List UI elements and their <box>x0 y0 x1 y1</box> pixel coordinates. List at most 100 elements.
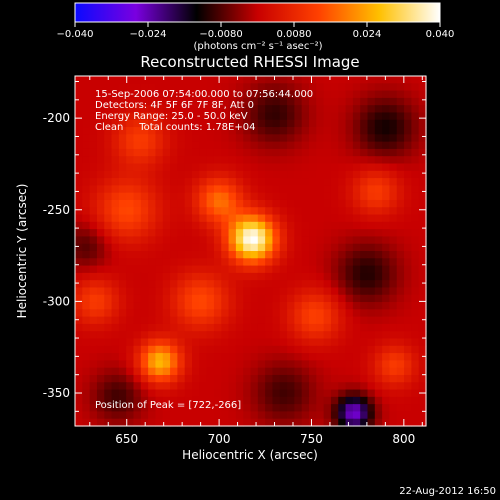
heatmap-cell <box>206 374 215 383</box>
heatmap-cell <box>418 411 427 420</box>
heatmap-cell <box>148 185 157 194</box>
heatmap-cell <box>389 76 398 84</box>
heatmap-cell <box>309 97 317 106</box>
heatmap-cell <box>345 280 354 289</box>
heatmap-cell <box>345 236 354 245</box>
heatmap-cell <box>133 272 142 281</box>
heatmap-cell <box>294 148 303 157</box>
heatmap-cell <box>265 258 274 267</box>
heatmap-cell <box>89 221 98 230</box>
heatmap-cell <box>221 309 230 318</box>
heatmap-cell <box>272 229 281 238</box>
heatmap-cell <box>75 199 83 208</box>
colorbar-tick-label: −0.024 <box>129 29 166 40</box>
heatmap-cell <box>199 156 208 165</box>
heatmap-cell <box>111 411 120 420</box>
heatmap-cell <box>177 141 186 150</box>
heatmap-cell <box>323 105 332 114</box>
heatmap-cell <box>382 258 391 267</box>
heatmap-cell <box>374 163 383 172</box>
heatmap-cell <box>272 185 281 194</box>
heatmap-cell <box>345 243 354 252</box>
heatmap-cell <box>352 229 361 238</box>
heatmap-cell <box>162 331 171 340</box>
heatmap-cell <box>374 221 383 230</box>
heatmap-cell <box>133 127 142 135</box>
heatmap-cell <box>235 389 244 398</box>
heatmap-cell <box>374 178 383 186</box>
heatmap-cell <box>148 258 157 267</box>
heatmap-cell <box>338 367 347 376</box>
heatmap-cell <box>206 353 215 361</box>
heatmap-cell <box>316 396 325 405</box>
heatmap-cell <box>140 119 149 128</box>
heatmap-cell <box>243 112 252 121</box>
heatmap-cell <box>82 382 91 391</box>
heatmap-cell <box>316 389 325 398</box>
heatmap-cell <box>389 119 398 128</box>
heatmap-cell <box>170 127 178 135</box>
heatmap-cell <box>213 207 222 216</box>
heatmap-cell <box>228 112 237 121</box>
heatmap-cell <box>323 258 332 267</box>
heatmap-cell <box>352 389 361 398</box>
heatmap-cell <box>352 221 361 230</box>
heatmap-cell <box>374 323 383 332</box>
heatmap-cell <box>82 178 91 186</box>
heatmap-cell <box>133 83 142 92</box>
heatmap-cell <box>301 119 310 128</box>
heatmap-cell <box>177 345 186 354</box>
heatmap-cell <box>396 112 405 121</box>
heatmap-cell <box>309 302 317 310</box>
heatmap-cell <box>272 243 281 252</box>
heatmap-cell <box>184 345 193 354</box>
heatmap-cell <box>162 127 171 135</box>
heatmap-cell <box>221 251 230 259</box>
heatmap-cell <box>192 163 200 172</box>
heatmap-cell <box>111 353 120 361</box>
heatmap-cell <box>96 156 105 165</box>
heatmap-cell <box>184 141 193 150</box>
heatmap-cell <box>411 302 420 310</box>
heatmap-cell <box>294 185 303 194</box>
heatmap-cell <box>287 178 295 186</box>
heatmap-cell <box>184 418 193 427</box>
heatmap-cell <box>265 302 274 310</box>
x-tick-label: 650 <box>115 432 138 446</box>
heatmap-cell <box>184 83 193 92</box>
heatmap-cell <box>140 199 149 208</box>
heatmap-cell <box>235 199 244 208</box>
heatmap-cell <box>301 90 310 99</box>
heatmap-cell <box>235 119 244 128</box>
heatmap-cell <box>279 287 288 296</box>
heatmap-cell <box>213 367 222 376</box>
heatmap-cell <box>338 112 347 121</box>
heatmap-cell <box>338 214 347 223</box>
heatmap-cell <box>140 396 149 405</box>
heatmap-cell <box>82 229 91 238</box>
heatmap-cell <box>272 156 281 165</box>
heatmap-cell <box>140 411 149 420</box>
heatmap-cell <box>330 221 339 230</box>
heatmap-cell <box>118 258 127 267</box>
heatmap-cell <box>345 192 354 201</box>
heatmap-cell <box>199 396 208 405</box>
heatmap-cell <box>279 185 288 194</box>
heatmap-cell <box>309 76 317 84</box>
heatmap-cell <box>316 374 325 383</box>
heatmap-cell <box>418 90 427 99</box>
heatmap-cell <box>155 178 164 186</box>
heatmap-cell <box>287 105 295 114</box>
heatmap-cell <box>389 185 398 194</box>
heatmap-cell <box>279 236 288 245</box>
heatmap-cell <box>411 338 420 347</box>
heatmap-cell <box>374 236 383 245</box>
heatmap-cell <box>360 353 369 361</box>
heatmap-cell <box>389 389 398 398</box>
heatmap-cell <box>111 192 120 201</box>
heatmap-cell <box>316 272 325 281</box>
heatmap-cell <box>221 214 230 223</box>
heatmap-cell <box>162 418 171 427</box>
heatmap-cell <box>133 294 142 303</box>
heatmap-cell <box>287 367 295 376</box>
